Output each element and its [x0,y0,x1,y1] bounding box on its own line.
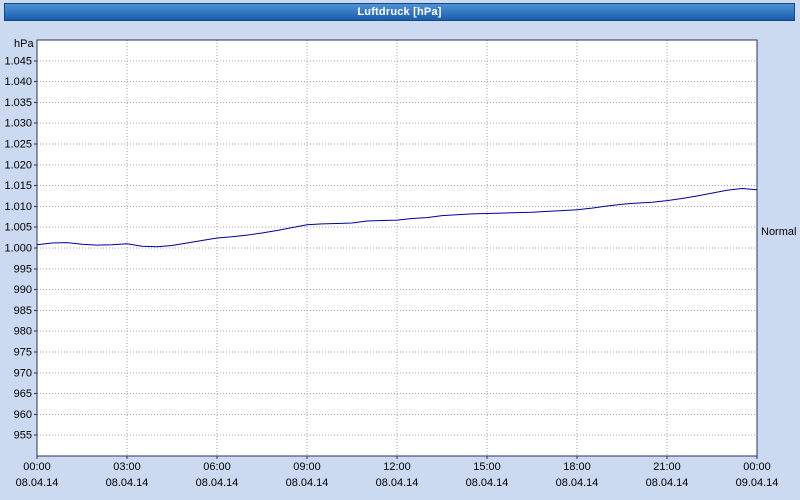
y-tick-label: 955 [14,430,32,442]
x-tick-time-label: 00:00 [23,461,51,473]
y-tick-label: 970 [14,367,32,379]
pressure-line [36,187,758,248]
y-tick-label: 1.005 [4,222,32,234]
normal-series-label: Normal [761,226,797,238]
y-tick-label: 965 [14,388,32,400]
x-tick-date-label: 08.04.14 [466,477,509,489]
x-tick-time-label: 06:00 [203,461,231,473]
x-tick-date-label: 08.04.14 [286,477,329,489]
plot-border [36,39,758,457]
y-tick-label: 1.015 [4,180,32,192]
y-tick-label: 960 [14,409,32,421]
x-tick-time-label: 15:00 [473,461,501,473]
y-tick-label: 1.040 [4,76,32,88]
y-tick-label: 975 [14,347,32,359]
y-tick-label: 1.000 [4,243,32,255]
y-tick-label: 1.035 [4,97,32,109]
y-tick-label: 985 [14,305,32,317]
x-tick-time-label: 18:00 [563,461,591,473]
x-tick-date-label: 08.04.14 [16,477,59,489]
x-tick-date-label: 08.04.14 [106,477,149,489]
window-title-bar[interactable]: Luftdruck [hPa] [4,3,795,21]
x-tick-time-label: 12:00 [383,461,411,473]
y-tick-label: 1.010 [4,201,32,213]
x-tick-time-label: 03:00 [113,461,141,473]
y-tick-label: 990 [14,284,32,296]
x-tick-time-label: 00:00 [743,461,771,473]
y-tick-label: 980 [14,326,32,338]
window-title: Luftdruck [hPa] [357,6,442,18]
y-tick-label: 1.045 [4,55,32,67]
x-tick-date-label: 08.04.14 [196,477,239,489]
x-tick-time-label: 21:00 [653,461,681,473]
y-tick-label: 995 [14,263,32,275]
x-tick-date-label: 08.04.14 [376,477,419,489]
y-axis-unit-label: hPa [14,38,34,50]
x-tick-date-label: 09.04.14 [736,477,779,489]
y-tick-label: 1.025 [4,139,32,151]
x-tick-date-label: 08.04.14 [556,477,599,489]
x-tick-date-label: 08.04.14 [646,477,689,489]
x-tick-time-label: 09:00 [293,461,321,473]
y-tick-label: 1.030 [4,118,32,130]
y-tick-label: 1.020 [4,159,32,171]
